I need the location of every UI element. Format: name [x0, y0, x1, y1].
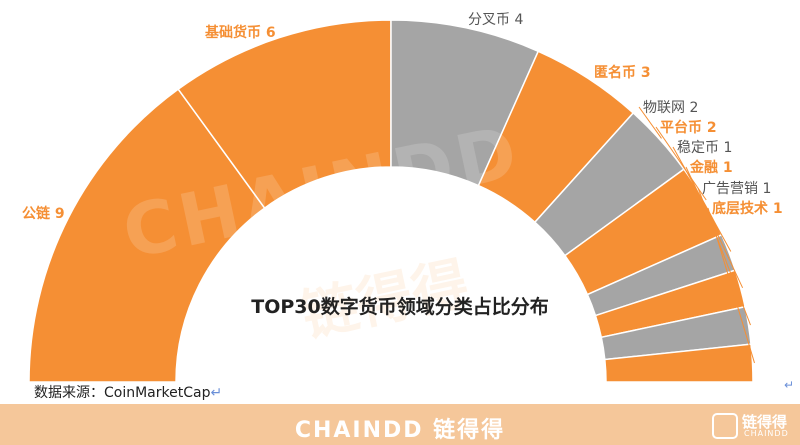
slice-label-9: 广告营销 1: [702, 181, 771, 197]
slice-label-6: 平台币 2: [660, 119, 717, 136]
leader-line-9: [697, 187, 751, 326]
leader-line-10: [707, 207, 755, 364]
source-note: 数据来源：CoinMarketCap↵: [34, 382, 222, 402]
return-mark-icon: ↵: [210, 385, 223, 401]
slice-1: [28, 88, 266, 383]
footer-logo-cn: 链得得: [742, 413, 788, 431]
footer-brand: CHAINDD 链得得: [294, 418, 506, 443]
slice-label-3: 分叉币 4: [468, 12, 523, 28]
source-text: 数据来源：CoinMarketCap: [34, 385, 211, 401]
slice-label-7: 稳定币 1: [677, 140, 732, 156]
slice-10: [603, 343, 754, 383]
slice-label-5: 物联网 2: [643, 100, 698, 116]
leader-line-5: [638, 106, 662, 139]
chain-logo-icon: [712, 413, 738, 439]
slice-label-4: 匿名币 3: [594, 64, 651, 81]
footer-logo-en: CHAINDD: [744, 429, 789, 438]
paragraph-mark-icon: ↵: [784, 378, 795, 392]
leader-line-6: [655, 126, 707, 201]
slice-label-1: 公链 9: [22, 205, 65, 222]
slice-label-8: 金融 1: [689, 159, 733, 176]
footer-bar: CHAINDD 链得得 链得得 CHAINDD: [0, 404, 800, 445]
half-donut-chart: 公链 9 基础货币 6 分叉币 4 匿名币 3 物联网 2 平台币 2 稳定币 1 金融 1 广…: [22, 12, 783, 383]
chart-title: TOP30数字货币领域分类占比分布: [251, 296, 549, 318]
slice-label-2: 基础货币 6: [205, 24, 276, 41]
footer-logo: 链得得 CHAINDD: [712, 409, 788, 441]
slice-label-10: 底层技术 1: [712, 200, 783, 217]
